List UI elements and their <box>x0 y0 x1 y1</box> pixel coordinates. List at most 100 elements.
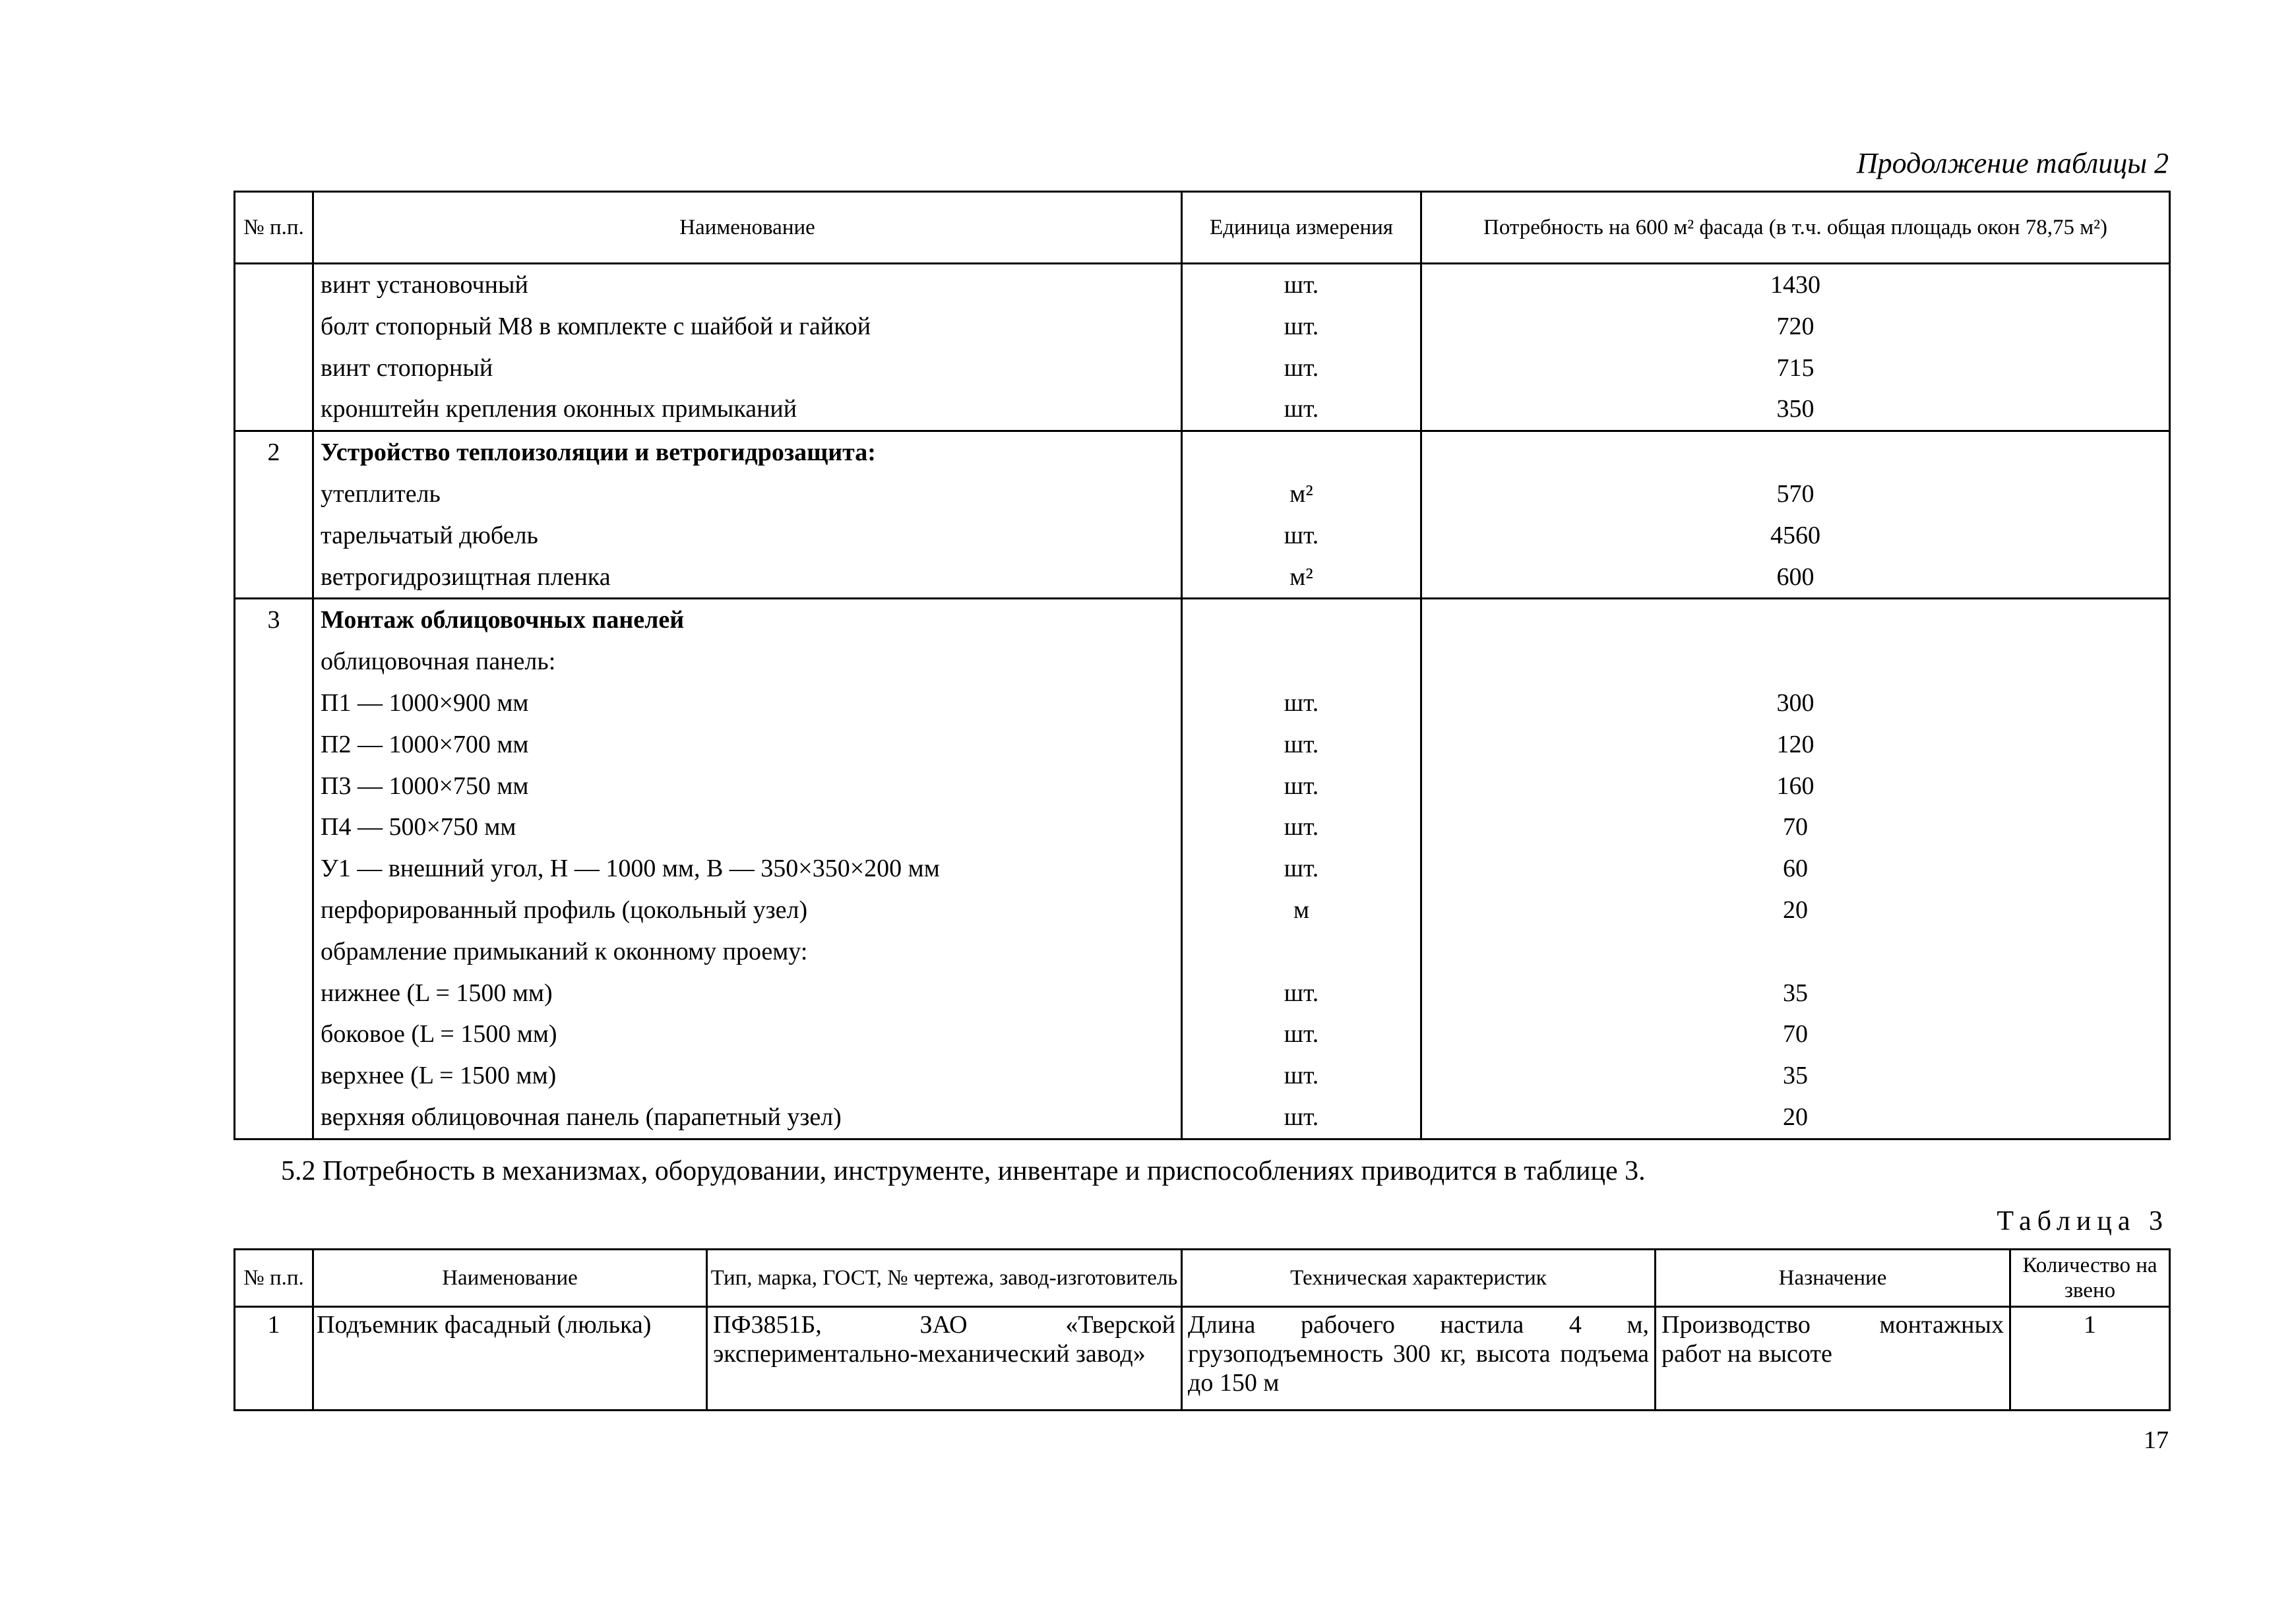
table2-header-row: № п.п. Наименование Единица измерения По… <box>233 191 2171 264</box>
item-qty: 35 <box>1783 979 1808 1007</box>
cell-name: Монтаж облицовочных панелей облицовочная … <box>312 597 1183 1140</box>
table2-caption: Продолжение таблицы 2 <box>1856 147 2169 179</box>
item-unit: шт. <box>1284 688 1319 717</box>
item-name: обрамление примыканий к оконному проему: <box>321 937 808 965</box>
item-qty: 600 <box>1776 562 1815 591</box>
item-qty <box>1429 599 2162 641</box>
item-qty: 350 <box>1776 395 1815 423</box>
item-unit <box>1189 931 1413 973</box>
item-unit: м² <box>1289 479 1313 508</box>
item-unit: шт. <box>1284 772 1319 800</box>
item-qty: 160 <box>1776 772 1815 800</box>
cell-num: 3 <box>233 597 314 1140</box>
item-unit: шт. <box>1284 312 1319 340</box>
item-name: кронштейн крепления оконных примыканий <box>321 395 797 423</box>
item-unit: шт. <box>1284 979 1319 1007</box>
item-name: верхнее (L = 1500 мм) <box>321 1062 557 1090</box>
item-unit <box>1189 641 1413 683</box>
row-number: 3 <box>267 606 280 634</box>
item-name: облицовочная панель: <box>321 648 556 676</box>
cell-qty: 570 4560 600 <box>1420 430 2171 600</box>
cell-unit: м² шт. м² <box>1181 430 1422 600</box>
item-qty: 570 <box>1776 479 1815 508</box>
cell-purpose: Производство монтажных работ на высоте <box>1654 1306 2011 1411</box>
item-name: П4 — 500×750 мм <box>321 813 516 841</box>
cell-type: ПФ3851Б, ЗАО «Тверской экспериментально-… <box>706 1306 1183 1411</box>
item-qty: 60 <box>1783 855 1808 883</box>
row-number <box>242 264 305 306</box>
item-qty: 35 <box>1783 1062 1808 1090</box>
item-qty: 20 <box>1783 1103 1808 1131</box>
item-unit: шт. <box>1284 271 1319 299</box>
item-name: болт стопорный М8 в комплекте с шайбой и… <box>321 312 871 340</box>
item-unit: шт. <box>1284 1020 1319 1049</box>
item-name: П2 — 1000×700 мм <box>321 730 529 758</box>
cell-num: 2 <box>233 430 314 600</box>
cell-unit: шт. шт. шт. шт. шт. м шт. шт. шт. шт. <box>1181 597 1422 1140</box>
header-num: № п.п. <box>233 1248 314 1308</box>
item-name: Монтаж облицовочных панелей <box>321 606 685 634</box>
table-row: 1 Подъемник фасадный (люлька) ПФ3851Б, ЗАО… <box>233 1306 2171 1411</box>
header-type: Тип, марка, ГОСТ, № чертежа, завод-изгот… <box>706 1248 1183 1308</box>
item-unit: шт. <box>1284 1103 1319 1131</box>
item-name: ветрогидрозищтная пленка <box>321 562 611 591</box>
item-name: утеплитель <box>321 479 441 508</box>
header-qty: Потребность на 600 м² фасада (в т.ч. общ… <box>1420 191 2171 264</box>
item-qty <box>1429 641 2162 683</box>
cell-count: 1 <box>2009 1306 2171 1411</box>
item-qty: 70 <box>1783 1020 1808 1049</box>
table3-header-row: № п.п. Наименование Тип, марка, ГОСТ, № … <box>233 1248 2171 1308</box>
header-count: Количество на звено <box>2009 1248 2171 1308</box>
cell-name: Устройство теплоизоляции и ветрогидрозащ… <box>312 430 1183 600</box>
table-row-group: 3 Монтаж облицовочных панелей облицовочная… <box>233 597 2171 1140</box>
item-name: У1 — внешний угол, Н — 1000 мм, В — 350×… <box>321 855 940 883</box>
header-unit: Единица измерения <box>1181 191 1422 264</box>
item-unit: шт. <box>1284 521 1319 549</box>
header-name: Наименование <box>312 1248 708 1308</box>
item-unit: шт. <box>1284 813 1319 841</box>
cell-name: винт установочный болт стопорный М8 в ком… <box>312 262 1183 433</box>
table-3: № п.п. Наименование Тип, марка, ГОСТ, № … <box>233 1248 2171 1411</box>
item-qty: 1430 <box>1770 271 1820 299</box>
header-name: Наименование <box>312 191 1183 264</box>
item-name: верхняя облицовочная панель (парапетный … <box>321 1103 842 1131</box>
item-qty <box>1429 931 2162 973</box>
cell-name: Подъемник фасадный (люлька) <box>312 1306 708 1411</box>
table-row-group: винт установочный болт стопорный М8 в ком… <box>233 262 2171 433</box>
item-name: боковое (L = 1500 мм) <box>321 1020 557 1049</box>
header-num: № п.п. <box>233 191 314 264</box>
item-name: перфорированный профиль (цокольный узел) <box>321 896 808 924</box>
table-2: № п.п. Наименование Единица измерения По… <box>233 191 2171 1140</box>
page-number: 17 <box>2144 1426 2169 1454</box>
item-qty: 4560 <box>1770 521 1820 549</box>
item-qty: 720 <box>1776 312 1815 340</box>
item-unit: шт. <box>1284 395 1319 423</box>
table-row-group: 2 Устройство теплоизоляции и ветрогидроза… <box>233 430 2171 600</box>
cell-specs: Длина рабочего настила 4 м, грузоподъемн… <box>1181 1306 1656 1411</box>
item-name: винт стопорный <box>321 353 493 382</box>
item-unit: шт. <box>1284 1062 1319 1090</box>
cell-num: 1 <box>233 1306 314 1411</box>
item-qty: 300 <box>1776 688 1815 717</box>
item-unit <box>1189 432 1413 473</box>
item-name: винт установочный <box>321 271 528 299</box>
item-qty: 715 <box>1776 353 1815 382</box>
item-qty <box>1429 432 2162 473</box>
item-name: П1 — 1000×900 мм <box>321 688 529 717</box>
item-unit: шт. <box>1284 353 1319 382</box>
item-unit <box>1189 599 1413 641</box>
cell-unit: шт. шт. шт. шт. <box>1181 262 1422 433</box>
row-number: 2 <box>267 439 280 467</box>
item-qty: 20 <box>1783 896 1808 924</box>
header-specs: Техническая характеристик <box>1181 1248 1656 1308</box>
paragraph-5-2: 5.2 Потребность в механизмах, оборудован… <box>281 1156 1646 1186</box>
item-unit: м <box>1293 896 1310 924</box>
item-qty: 120 <box>1776 730 1815 758</box>
item-unit: м² <box>1289 562 1313 591</box>
item-name: П3 — 1000×750 мм <box>321 772 529 800</box>
item-unit: шт. <box>1284 730 1319 758</box>
table3-caption: Таблица 3 <box>1997 1206 2169 1236</box>
header-purpose: Назначение <box>1654 1248 2011 1308</box>
cell-qty: 300 120 160 70 60 20 35 70 35 20 <box>1420 597 2171 1140</box>
cell-qty: 1430 720 715 350 <box>1420 262 2171 433</box>
